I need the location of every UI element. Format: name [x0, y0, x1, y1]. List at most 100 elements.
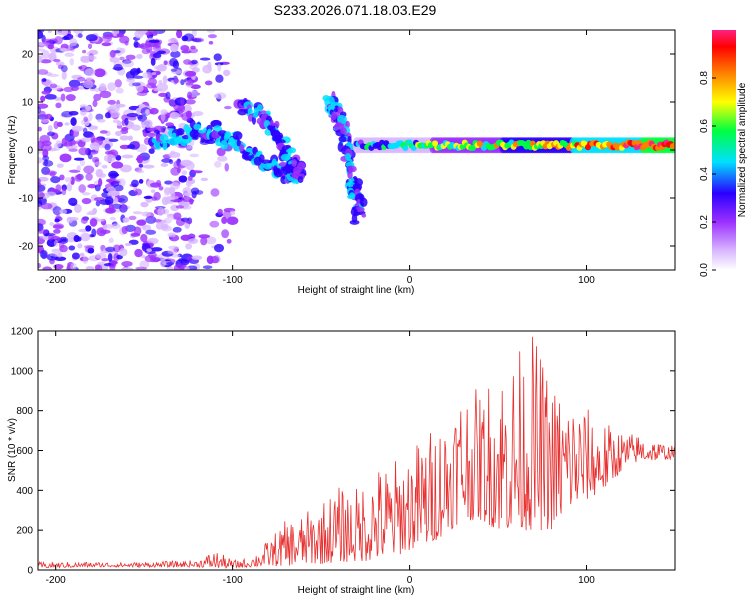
spectrogram-cell: [59, 153, 72, 163]
spectrogram-cell: [77, 243, 83, 249]
spectrogram-cell: [170, 150, 176, 155]
spectrogram-cell: [168, 245, 180, 250]
spectrogram-cell: [189, 153, 200, 158]
snr-y-tick-label: 400: [16, 486, 33, 497]
spectrogram-cell: [120, 205, 128, 210]
spectrogram-cell: [287, 147, 297, 154]
spectrogram-cell: [251, 115, 256, 125]
spectrogram-cell: [104, 112, 111, 119]
spectrogram-cell: [167, 232, 176, 238]
spectrogram-cell: [40, 143, 52, 152]
spectrogram-cell: [38, 178, 41, 185]
spectrogram-cell: [205, 139, 216, 145]
spectrogram-cell: [185, 243, 193, 250]
spectrogram-cell: [184, 266, 190, 270]
spectrogram-cell: [94, 87, 100, 93]
spectrogram-cell: [40, 202, 53, 210]
spectrogram-cell: [224, 105, 232, 110]
spectrogram-cell: [38, 149, 43, 155]
spectrogram-cell: [192, 110, 204, 117]
spectrogram-cell: [331, 111, 337, 120]
spectrogram-cell: [191, 38, 202, 43]
spectrogram-cell: [85, 105, 92, 112]
spectrogram-cell: [99, 130, 108, 134]
spectrogram-cell: [229, 210, 236, 216]
spectrogram-cell: [159, 134, 169, 143]
figure-title: S233.2026.071.18.03.E29: [274, 2, 437, 18]
spectrogram-cell: [340, 127, 347, 135]
spectrogram-cell: [170, 182, 180, 190]
spectrogram-cell: [46, 131, 55, 137]
spectrogram-cell: [114, 79, 122, 88]
spectrogram-cell: [150, 189, 156, 194]
spectrogram-cell: [52, 206, 62, 216]
spectrogram-cell: [116, 33, 125, 38]
spectrogram-cell: [88, 112, 93, 122]
spectrogram-x-tick-label: 0: [407, 275, 413, 286]
spectrogram-cell: [213, 161, 222, 168]
spectrogram-cell: [95, 113, 104, 121]
spectrogram-cell: [103, 154, 116, 163]
snr-x-tick-label: 0: [407, 575, 413, 586]
spectrogram-cell: [44, 93, 57, 100]
spectrogram-cell: [99, 83, 107, 92]
spectrogram-cell: [99, 199, 112, 205]
spectrogram-cell: [101, 42, 112, 47]
spectrogram-cell: [142, 71, 153, 79]
snr-panel: -200 -100 0 100 0 200 400 600 800 1000 1200 Heigh…: [7, 327, 676, 596]
spectrogram-cell: [40, 95, 46, 102]
spectrogram-cell: [116, 254, 123, 260]
spectrogram-cell: [69, 58, 75, 66]
spectrogram-cell: [204, 80, 213, 86]
snr-y-tick-label: 200: [16, 526, 33, 537]
spectrogram-cell: [53, 229, 61, 234]
spectrogram-cell: [402, 145, 409, 152]
spectrogram-cell: [80, 109, 87, 116]
spectrogram-cell: [338, 135, 347, 143]
spectrogram-cell: [145, 215, 157, 224]
spectrogram-cell: [66, 216, 73, 224]
spectrogram-cell: [92, 99, 98, 108]
spectrogram-cell: [41, 119, 49, 123]
spectrogram-cell: [73, 234, 80, 243]
spectrogram-cell: [108, 170, 119, 179]
spectrogram-cell: [64, 122, 70, 126]
spectrogram-cell: [158, 186, 164, 191]
spectrogram-cell: [209, 220, 220, 228]
spectrogram-cell: [68, 79, 81, 88]
spectrogram-cell: [68, 148, 78, 152]
spectrogram-cell: [66, 146, 74, 150]
colorbar-tick-label: 0.6: [699, 119, 710, 133]
spectrogram-cell: [70, 140, 79, 145]
spectrogram-cell: [78, 184, 87, 193]
spectrogram-cell: [226, 216, 239, 225]
snr-y-tick-label: 600: [16, 446, 33, 457]
spectrogram-cell: [42, 155, 50, 162]
spectrogram-cell: [104, 137, 112, 144]
spectrogram-cell: [132, 82, 141, 87]
spectrogram-cell: [187, 91, 193, 100]
spectrogram-cell: [84, 68, 96, 77]
spectrogram-cell: [202, 64, 212, 74]
spectrogram-cell: [178, 175, 188, 183]
spectrogram-image: [38, 30, 675, 270]
spectrogram-cell: [79, 252, 85, 257]
spectrogram-cell: [109, 216, 116, 221]
spectrogram-cell: [173, 77, 179, 84]
spectrogram-cell: [54, 36, 63, 45]
spectrogram-cell: [198, 234, 211, 239]
spectrogram-cell: [124, 242, 132, 247]
spectrogram-cell: [69, 38, 78, 47]
spectrogram-cell: [177, 105, 186, 113]
spectrogram-cell: [111, 223, 121, 230]
spectrogram-cell: [45, 170, 58, 176]
spectrogram-cell: [187, 175, 193, 181]
spectrogram-cell: [198, 129, 207, 134]
spectrogram-cell: [41, 90, 51, 95]
spectrogram-cell: [85, 34, 98, 42]
spectrogram-cell: [217, 63, 222, 72]
spectrogram-cell: [38, 126, 42, 132]
spectrogram-cell: [38, 229, 49, 235]
spectrogram-cell: [170, 68, 177, 72]
spectrogram-cell: [61, 30, 69, 36]
